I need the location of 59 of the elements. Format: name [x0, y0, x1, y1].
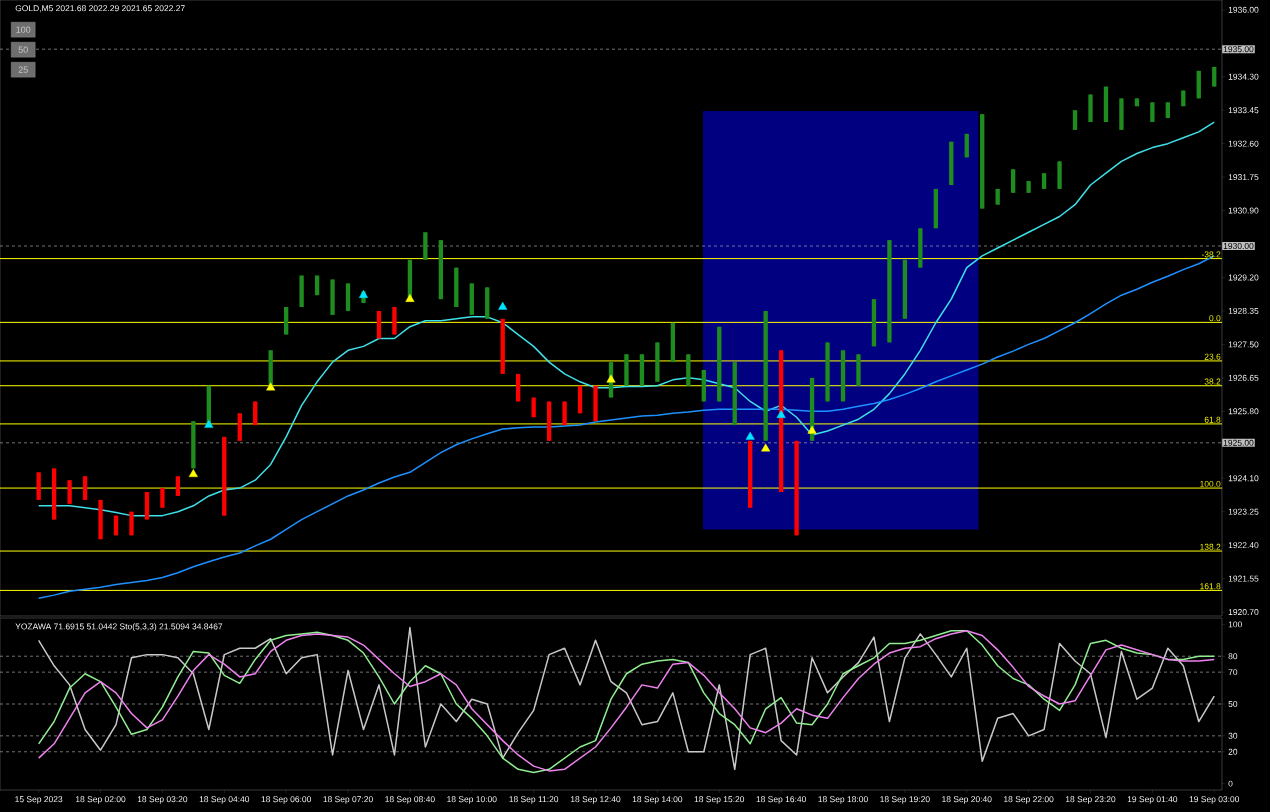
x-tick-label: 18 Sep 03:20 [137, 796, 188, 804]
text: YOZAWA 71.6915 51.0442 Sto(5,3,3) 21.5094 34.8467 [15, 623, 223, 632]
annotation: 61.8 [1204, 416, 1221, 423]
y-tick-label: 0 [1228, 780, 1233, 787]
y-tick-label: 1934.30 [1228, 73, 1259, 80]
y-tick-label: 1927.50 [1228, 341, 1259, 348]
x-tick-label: 18 Sep 11:20 [509, 796, 559, 804]
y-tick-label: 100 [1228, 621, 1242, 628]
annotation: 23.6 [1204, 353, 1221, 360]
y-tick-label: 80 [1228, 653, 1238, 660]
y-tick-label: 1925.80 [1228, 408, 1259, 415]
x-tick-label: 18 Sep 12:40 [570, 796, 621, 804]
annotation: 138.2 [1200, 543, 1221, 550]
y-tick-label: 1932.60 [1228, 140, 1259, 147]
y-tick-label: 1936.00 [1228, 6, 1259, 13]
x-tick-label: 18 Sep 23:20 [1065, 796, 1116, 804]
text: 50 [18, 46, 28, 53]
y-tick-label: 1933.45 [1228, 107, 1259, 114]
y-tick-label: 30 [1228, 732, 1238, 739]
text: 100 [16, 26, 31, 33]
x-tick-label: 19 Sep 03:00 [1189, 796, 1240, 804]
y-tick-label: 1931.75 [1228, 174, 1259, 181]
annotation: 161.8 [1200, 583, 1221, 590]
y-tick-label: 70 [1228, 669, 1238, 676]
y-tick-label: 1921.55 [1228, 575, 1259, 582]
x-tick-label: 18 Sep 14:00 [632, 796, 683, 804]
y-tick-label: 50 [1228, 701, 1238, 707]
annotation: 38.2 [1204, 378, 1221, 385]
y-tick-label: 20 [1228, 748, 1238, 755]
x-tick-label: 19 Sep 01:40 [1127, 796, 1178, 804]
x-tick-label: 15 Sep 2023 [15, 796, 63, 804]
x-tick-label: 18 Sep 18:00 [818, 796, 868, 804]
x-tick-label: 18 Sep 04:40 [199, 796, 250, 804]
x-tick-label: 18 Sep 22:00 [1004, 796, 1054, 804]
x-tick-label: 18 Sep 10:00 [447, 796, 497, 804]
x-tick-label: 18 Sep 20:40 [942, 796, 992, 804]
y-tick-label: 1929.20 [1228, 274, 1259, 281]
y-tick-label: 1928.35 [1228, 307, 1259, 314]
ref-line-label: 1930.00 [1223, 243, 1254, 249]
ref-line-label: 1935.00 [1223, 46, 1254, 53]
x-tick-label: 18 Sep 02:00 [75, 796, 126, 804]
y-tick-label: 1924.10 [1228, 475, 1259, 482]
y-tick-label: 1922.40 [1228, 542, 1259, 549]
x-tick-label: 18 Sep 07:20 [323, 796, 373, 804]
x-tick-label: 18 Sep 19:20 [880, 796, 930, 804]
text: 25 [18, 66, 28, 73]
x-tick-label: 18 Sep 06:00 [261, 796, 311, 804]
y-tick-label: 1930.90 [1228, 207, 1259, 214]
x-tick-label: 18 Sep 15:20 [694, 796, 745, 804]
annotation: -38.2 [1201, 251, 1221, 258]
x-tick-label: 18 Sep 16:40 [756, 796, 806, 804]
x-tick-label: 18 Sep 08:40 [385, 796, 435, 804]
y-tick-label: 1920.70 [1228, 609, 1259, 616]
ref-line-label: 1925.00 [1223, 439, 1254, 446]
y-tick-label: 1923.25 [1228, 508, 1259, 515]
text: GOLD,M5 2021.68 2022.29 2021.65 2022.27 [15, 5, 185, 13]
y-tick-label: 1926.65 [1228, 374, 1259, 381]
annotation: 0.0 [1209, 315, 1221, 322]
annotation: 100.0 [1200, 480, 1221, 487]
